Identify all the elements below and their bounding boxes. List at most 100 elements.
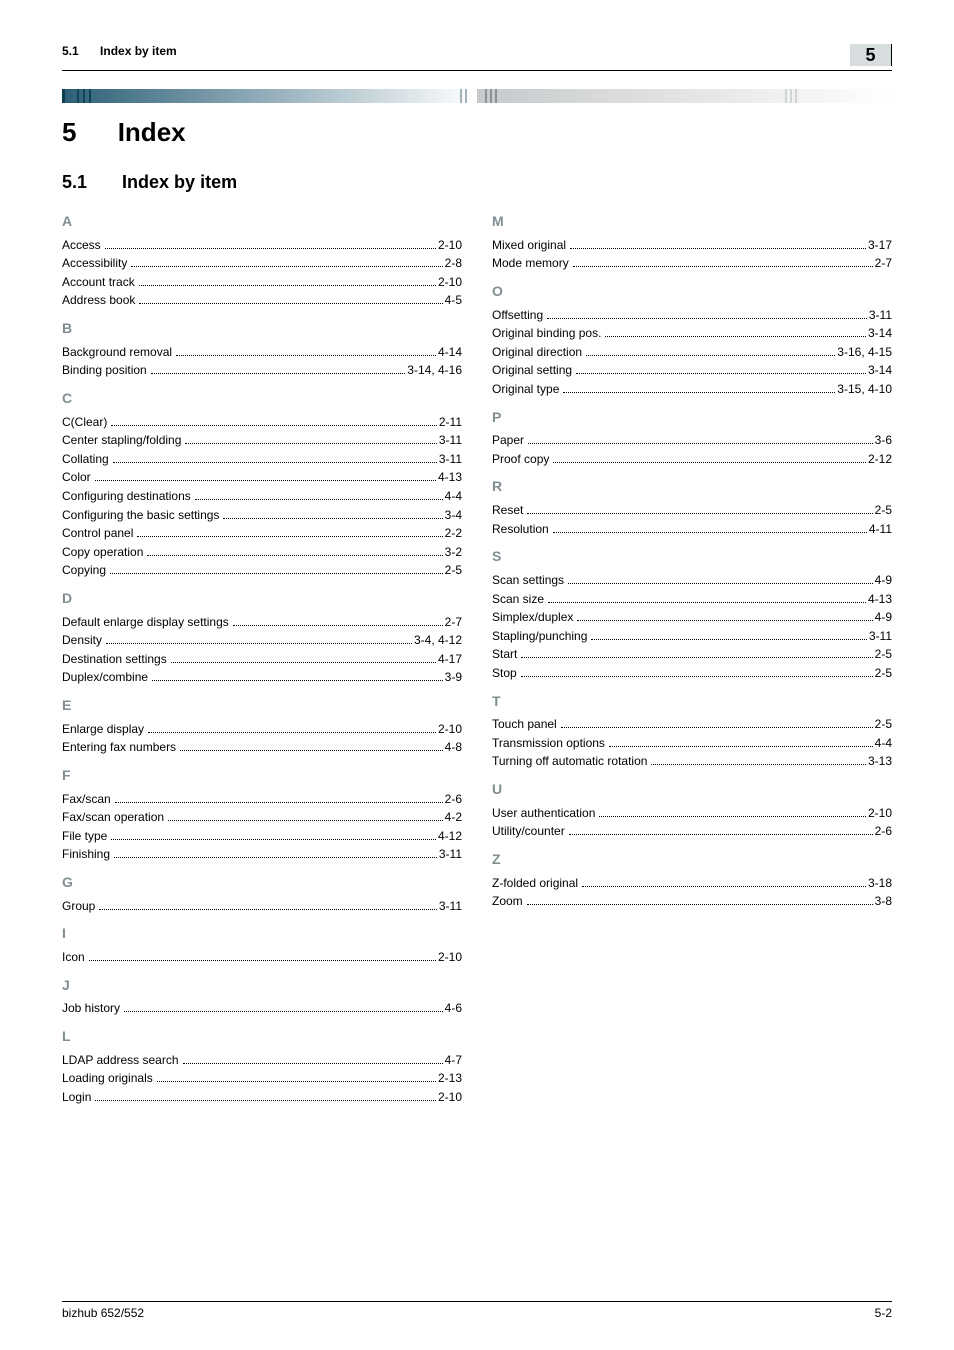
leader-dots — [114, 857, 437, 858]
leader-dots — [168, 820, 443, 821]
index-entry: LDAP address search 4-7 — [62, 1051, 462, 1070]
index-term: Finishing — [62, 845, 110, 864]
leader-dots — [553, 532, 867, 533]
index-term: Background removal — [62, 343, 172, 362]
index-page: 2-5 — [875, 645, 892, 664]
index-page: 4-6 — [445, 999, 462, 1018]
tick-marks-icon — [77, 89, 91, 103]
index-letter: A — [62, 211, 462, 233]
leader-dots — [183, 1063, 443, 1064]
index-entry: Original type 3-15, 4-10 — [492, 380, 892, 399]
index-page: 3-4, 4-12 — [414, 631, 462, 650]
leader-dots — [548, 602, 866, 603]
index-page: 4-8 — [445, 738, 462, 757]
leader-dots — [139, 303, 442, 304]
leader-dots — [568, 583, 873, 584]
index-page: 3-13 — [868, 752, 892, 771]
index-term: Paper — [492, 431, 524, 450]
index-page: 3-18 — [868, 874, 892, 893]
index-term: Mode memory — [492, 254, 569, 273]
index-term: Color — [62, 468, 91, 487]
index-term: Configuring destinations — [62, 487, 191, 506]
index-page: 2-7 — [875, 254, 892, 273]
index-page: 4-5 — [445, 291, 462, 310]
index-term: Density — [62, 631, 102, 650]
index-page: 3-14 — [868, 324, 892, 343]
index-entry: Enlarge display 2-10 — [62, 720, 462, 739]
running-header: 5.1 Index by item 5 — [62, 44, 892, 71]
leader-dots — [527, 904, 873, 905]
index-letter: G — [62, 872, 462, 894]
index-page: 2-7 — [445, 613, 462, 632]
index-term: Start — [492, 645, 517, 664]
index-entry: Fax/scan operation 4-2 — [62, 808, 462, 827]
index-page: 3-11 — [869, 306, 892, 325]
index-entry: Scan settings 4-9 — [492, 571, 892, 590]
index-page: 3-11 — [439, 897, 462, 916]
index-term: Simplex/duplex — [492, 608, 573, 627]
leader-dots — [95, 480, 436, 481]
index-page: 3-11 — [439, 431, 462, 450]
index-term: Original binding pos. — [492, 324, 601, 343]
index-entry: Touch panel 2-5 — [492, 715, 892, 734]
index-term: Stapling/punching — [492, 627, 587, 646]
index-term: Collating — [62, 450, 109, 469]
index-page: 2-5 — [875, 501, 892, 520]
section-title: Index by item — [122, 172, 237, 192]
chapter-heading: 5 Index — [62, 117, 892, 148]
index-page: 2-8 — [445, 254, 462, 273]
index-page: 4-12 — [438, 827, 462, 846]
index-page: 4-2 — [445, 808, 462, 827]
index-letter: E — [62, 695, 462, 717]
leader-dots — [609, 746, 873, 747]
tick-marks-icon — [785, 89, 797, 103]
index-entry: Control panel 2-2 — [62, 524, 462, 543]
index-term: Utility/counter — [492, 822, 565, 841]
index-page: 3-11 — [439, 450, 462, 469]
index-term: Enlarge display — [62, 720, 144, 739]
leader-dots — [561, 727, 873, 728]
leader-dots — [111, 839, 436, 840]
index-entry: Entering fax numbers 4-8 — [62, 738, 462, 757]
index-term: Default enlarge display settings — [62, 613, 229, 632]
index-term: Z-folded original — [492, 874, 578, 893]
leader-dots — [195, 499, 443, 500]
index-entry: Reset 2-5 — [492, 501, 892, 520]
tick-marks-icon — [460, 89, 467, 103]
index-term: Original direction — [492, 343, 582, 362]
index-entry: Transmission options 4-4 — [492, 734, 892, 753]
leader-dots — [185, 443, 436, 444]
index-letter: F — [62, 765, 462, 787]
index-term: Mixed original — [492, 236, 566, 255]
index-entry: Loading originals 2-13 — [62, 1069, 462, 1088]
index-term: Fax/scan — [62, 790, 111, 809]
index-letter: J — [62, 975, 462, 997]
leader-dots — [113, 462, 437, 463]
index-term: User authentication — [492, 804, 595, 823]
index-page: 2-10 — [438, 236, 462, 255]
leader-dots — [527, 513, 872, 514]
index-page: 2-12 — [868, 450, 892, 469]
index-entry: Copy operation 3-2 — [62, 543, 462, 562]
leader-dots — [651, 764, 866, 765]
index-term: Copy operation — [62, 543, 143, 562]
index-letter: M — [492, 211, 892, 233]
page: 5.1 Index by item 5 5 Index — [0, 0, 954, 1350]
index-entry: Density 3-4, 4-12 — [62, 631, 462, 650]
index-page: 4-11 — [869, 520, 892, 539]
index-page: 2-2 — [445, 524, 462, 543]
index-entry: Mixed original 3-17 — [492, 236, 892, 255]
index-page: 2-10 — [438, 1088, 462, 1107]
leader-dots — [591, 639, 866, 640]
leader-dots — [223, 518, 442, 519]
index-letter: R — [492, 476, 892, 498]
index-page: 2-10 — [438, 948, 462, 967]
index-entry: Job history 4-6 — [62, 999, 462, 1018]
index-entry: Utility/counter 2-6 — [492, 822, 892, 841]
index-entry: Center stapling/folding 3-11 — [62, 431, 462, 450]
leader-dots — [147, 555, 442, 556]
index-page: 3-14, 4-16 — [407, 361, 462, 380]
header-section-number: 5.1 — [62, 44, 79, 58]
index-term: Duplex/combine — [62, 668, 148, 687]
index-page: 4-17 — [438, 650, 462, 669]
